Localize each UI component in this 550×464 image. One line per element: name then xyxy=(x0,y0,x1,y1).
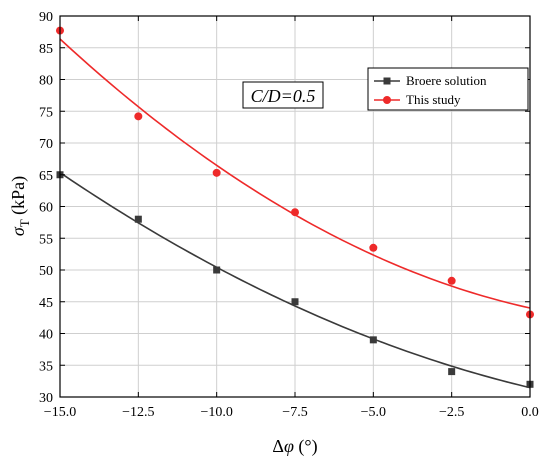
y-tick-label: 45 xyxy=(39,296,53,311)
legend: Broere solution This study xyxy=(367,67,529,111)
x-axis-label: Δφ (°) xyxy=(272,436,317,457)
legend-marker-broere xyxy=(383,77,391,85)
data-point-broere-solution xyxy=(134,215,142,223)
x-tick-label: −7.5 xyxy=(282,405,307,420)
y-tick-label: 85 xyxy=(39,42,53,57)
y-tick-label: 35 xyxy=(39,359,53,374)
legend-label-broere: Broere solution xyxy=(406,73,487,88)
y-tick-label: 50 xyxy=(39,264,53,279)
x-tick-label: 0.0 xyxy=(521,405,539,420)
y-axis-label: σT (kPa) xyxy=(8,176,32,236)
data-point-this-study xyxy=(134,112,143,121)
annotation: C/D=0.5 xyxy=(242,81,324,109)
x-tick-label: −5.0 xyxy=(361,405,386,420)
x-tick-label: −2.5 xyxy=(439,405,464,420)
data-point-broere-solution xyxy=(448,368,456,376)
legend-label-this-study: This study xyxy=(406,92,461,107)
data-point-this-study xyxy=(369,243,378,252)
y-tick-label: 90 xyxy=(39,10,53,25)
data-point-this-study xyxy=(212,168,221,177)
x-tick-label: −10.0 xyxy=(200,405,232,420)
y-tick-label: 75 xyxy=(39,105,53,120)
y-tick-label: 60 xyxy=(39,201,53,216)
data-point-this-study xyxy=(291,208,299,217)
annotation-text: C/D=0.5 xyxy=(251,86,316,106)
y-tick-label: 40 xyxy=(39,328,53,343)
annotation-box xyxy=(242,81,324,109)
tick-layer: −15.0 −12.5 −10.0 −7.5 −5.0 −2.5 0.0 30 35 40 45 50… xyxy=(39,10,539,420)
x-tick-label: −15.0 xyxy=(44,405,76,420)
plot-frame xyxy=(59,15,531,398)
y-tick-label: 80 xyxy=(39,74,53,89)
data-point-broere-solution xyxy=(291,298,299,306)
legend-marker-this-study xyxy=(383,96,391,104)
legend-box xyxy=(367,67,529,111)
data-point-broere-solution xyxy=(369,336,377,344)
data-point-broere-solution xyxy=(213,266,221,274)
x-tick-label: −12.5 xyxy=(122,405,154,420)
y-tick-label: 70 xyxy=(39,137,53,152)
series-line-broere-solution xyxy=(59,171,531,389)
y-tick-label: 65 xyxy=(39,169,53,184)
y-tick-label: 55 xyxy=(39,232,53,247)
y-tick-label: 30 xyxy=(39,391,53,406)
data-point-this-study xyxy=(447,276,456,285)
